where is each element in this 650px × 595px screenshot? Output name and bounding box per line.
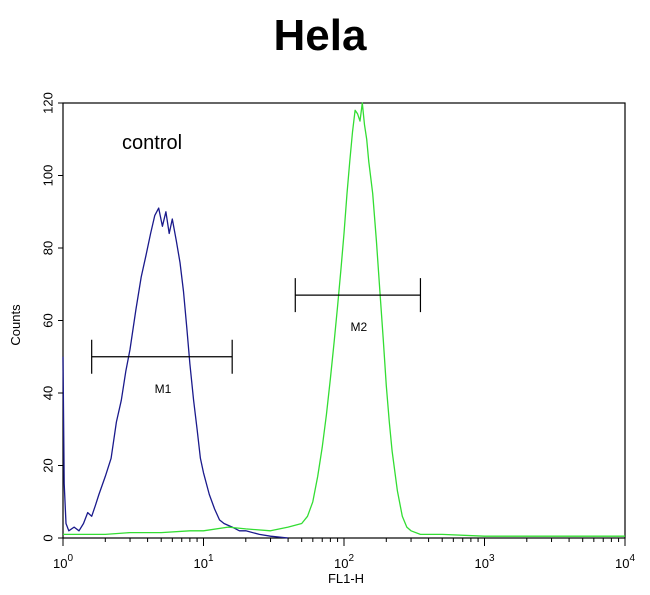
gate-group: M1 M2 <box>91 278 422 396</box>
y-tick-label: 0 <box>40 534 55 541</box>
x-tick-label: 100 <box>53 553 73 571</box>
y-tick-label: 120 <box>40 92 55 114</box>
series-line-0 <box>62 207 289 539</box>
x-tick-label: 102 <box>334 553 354 571</box>
series-group <box>62 102 625 539</box>
y-tick-label: 40 <box>40 386 55 400</box>
chart-title: Hela <box>274 11 367 60</box>
series-line-1 <box>63 102 625 537</box>
gate-label-M2: M2 <box>351 320 368 334</box>
gate-label-M1: M1 <box>155 382 172 396</box>
y-tick-label: 80 <box>40 241 55 255</box>
x-axis-label: FL1-H <box>328 571 364 586</box>
x-axis-ticks: 100 101 102 103 104 <box>53 538 635 571</box>
plot-frame <box>62 102 626 539</box>
control-annotation: control <box>122 132 182 154</box>
x-tick-label: 101 <box>193 553 213 571</box>
plot-area-border <box>62 102 626 539</box>
y-tick-label: 60 <box>40 313 55 327</box>
y-axis-ticks: 0 20 40 60 80 100 120 <box>40 92 63 542</box>
y-axis-label: Counts <box>8 304 23 346</box>
y-tick-label: 20 <box>40 458 55 472</box>
x-tick-label: 104 <box>615 553 635 571</box>
x-tick-label: 103 <box>474 553 494 571</box>
y-tick-label: 100 <box>40 165 55 187</box>
